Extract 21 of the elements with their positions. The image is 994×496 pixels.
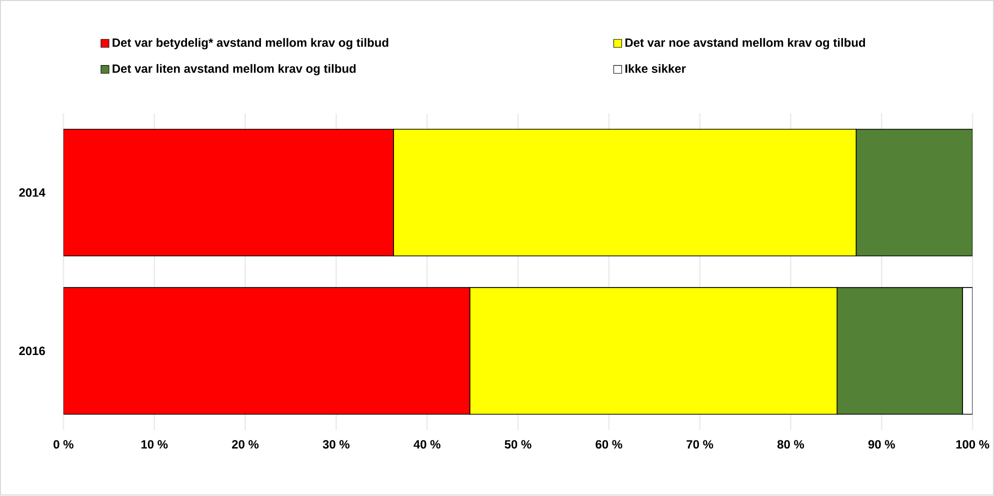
x-tick-label: 40 % xyxy=(414,440,440,449)
x-tick-label: 70 % xyxy=(686,440,714,449)
x-tick-label: 30 % xyxy=(322,440,350,449)
x-tick-label: 60 % xyxy=(596,440,622,449)
y-tick-label: 2016 xyxy=(19,346,45,356)
legend-label: Det var liten avstand mellom krav og tilbud xyxy=(112,64,356,76)
bar xyxy=(63,129,394,257)
x-tick-label: 10 % xyxy=(141,440,168,449)
x-tick-label: 50 % xyxy=(504,440,532,449)
bar xyxy=(836,287,963,415)
legend-label: Det var noe avstand mellom krav og tilbud xyxy=(625,38,865,50)
x-tick-label: 0 % xyxy=(54,440,74,449)
y-tick-label: 2014 xyxy=(19,188,46,198)
x-tick-label: 100 % xyxy=(956,440,990,449)
bar xyxy=(856,129,973,257)
legend-label: Det var betydelig* avstand mellom krav og tilbud xyxy=(112,38,388,50)
bar xyxy=(63,287,470,415)
x-tick-label: 20 % xyxy=(232,440,259,449)
x-tick-label: 90 % xyxy=(868,440,895,449)
legend-label: Ikke sikker xyxy=(625,64,686,74)
x-tick-label: 80 % xyxy=(777,440,804,449)
